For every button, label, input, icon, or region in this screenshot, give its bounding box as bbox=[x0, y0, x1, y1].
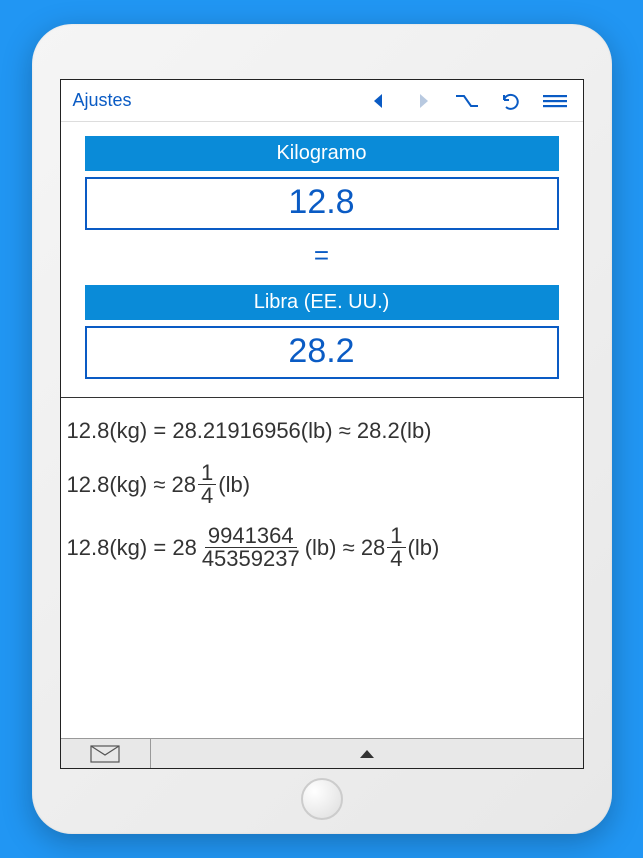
forward-icon bbox=[401, 93, 445, 109]
result-text: ≈ bbox=[153, 472, 165, 498]
fraction: 1 4 bbox=[387, 525, 405, 570]
mixed-fraction: 28 1 4 bbox=[361, 525, 408, 570]
result-text: 28.2(lb) bbox=[357, 418, 432, 444]
result-text: = bbox=[153, 418, 166, 444]
back-icon[interactable] bbox=[357, 93, 401, 109]
mixed-fraction: 28 9941364 45359237 bbox=[172, 525, 304, 570]
result-text: (lb) bbox=[218, 472, 250, 498]
mail-button[interactable] bbox=[61, 739, 151, 768]
to-unit-label[interactable]: Libra (EE. UU.) bbox=[85, 285, 559, 320]
result-text: (lb) bbox=[408, 535, 440, 561]
result-row: 12.8(kg) = 28 9941364 45359237 (lb) ≈ 28 bbox=[67, 525, 577, 570]
app-screen: Ajustes Kilogr bbox=[60, 79, 584, 769]
fraction-denominator: 45359237 bbox=[199, 548, 303, 570]
expand-button[interactable] bbox=[151, 739, 583, 768]
result-text: ≈ bbox=[339, 418, 351, 444]
fraction-whole: 28 bbox=[172, 535, 196, 561]
result-row: 12.8(kg) = 28.21916956(lb) ≈ 28.2(lb) bbox=[67, 418, 577, 444]
fraction: 9941364 45359237 bbox=[199, 525, 303, 570]
chevron-up-icon bbox=[359, 749, 375, 759]
fraction-denominator: 4 bbox=[387, 548, 405, 570]
from-value-input[interactable]: 12.8 bbox=[85, 177, 559, 230]
mail-icon bbox=[90, 745, 120, 763]
results-panel: 12.8(kg) = 28.21916956(lb) ≈ 28.2(lb) 12… bbox=[61, 397, 583, 738]
to-value-output[interactable]: 28.2 bbox=[85, 326, 559, 379]
result-text: ≈ bbox=[343, 535, 355, 561]
swap-icon[interactable] bbox=[445, 93, 489, 109]
fraction-whole: 28 bbox=[172, 472, 196, 498]
bottom-bar bbox=[61, 738, 583, 768]
fraction-numerator: 9941364 bbox=[205, 525, 297, 548]
fraction-whole: 28 bbox=[361, 535, 385, 561]
home-button[interactable] bbox=[301, 778, 343, 820]
conversion-panel: Kilogramo 12.8 = Libra (EE. UU.) 28.2 bbox=[61, 122, 583, 397]
mixed-fraction: 28 1 4 bbox=[172, 462, 219, 507]
result-row: 12.8(kg) ≈ 28 1 4 (lb) bbox=[67, 462, 577, 507]
settings-button[interactable]: Ajustes bbox=[67, 90, 138, 111]
toolbar: Ajustes bbox=[61, 80, 583, 122]
fraction-numerator: 1 bbox=[198, 462, 216, 485]
equals-sign: = bbox=[85, 240, 559, 271]
fraction: 1 4 bbox=[198, 462, 216, 507]
undo-icon[interactable] bbox=[489, 92, 533, 110]
result-text: 12.8(kg) bbox=[67, 418, 148, 444]
result-text: = bbox=[153, 535, 166, 561]
menu-icon[interactable] bbox=[533, 94, 577, 108]
from-unit-label[interactable]: Kilogramo bbox=[85, 136, 559, 171]
result-text: 12.8(kg) bbox=[67, 472, 148, 498]
result-text: 12.8(kg) bbox=[67, 535, 148, 561]
fraction-denominator: 4 bbox=[198, 485, 216, 507]
tablet-frame: Ajustes Kilogr bbox=[32, 24, 612, 834]
result-text: 28.21916956(lb) bbox=[172, 418, 332, 444]
fraction-numerator: 1 bbox=[387, 525, 405, 548]
result-text: (lb) bbox=[305, 535, 337, 561]
